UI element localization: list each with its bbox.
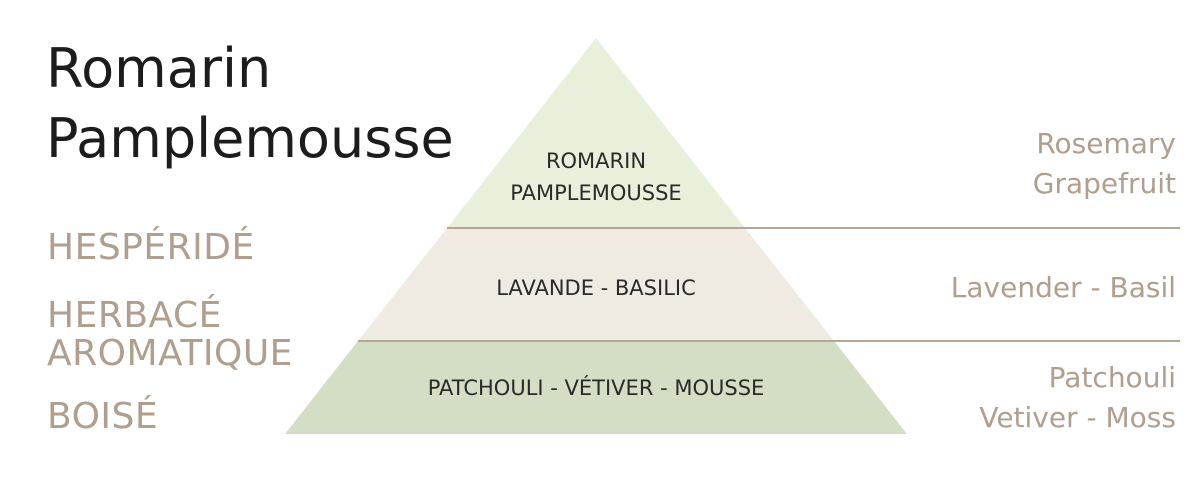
english-top-line-2: Grapefruit [1032, 167, 1176, 200]
family-boise: BOISÉ [47, 398, 158, 436]
family-label: HESPÉRIDÉ [47, 227, 255, 268]
english-top-notes: Rosemary Grapefruit [1033, 124, 1176, 204]
english-base-line-2: Vetiver - Moss [979, 401, 1176, 434]
family-hesperide: HESPÉRIDÉ [47, 229, 255, 267]
english-base-line-1: Patchouli [1048, 361, 1176, 394]
english-heart-notes: Lavender - Basil [951, 268, 1176, 308]
heart-notes-label: LAVANDE - BASILIC [416, 272, 776, 304]
english-top-line-1: Rosemary [1036, 127, 1176, 160]
pyramid-middle-tier [358, 228, 834, 341]
top-notes-line-1: ROMARIN [545, 149, 647, 173]
base-notes-line-1: PATCHOULI - VÉTIVER - MOUSSE [427, 376, 765, 400]
top-notes-label: ROMARIN PAMPLEMOUSSE [416, 145, 776, 209]
heart-notes-line-1: LAVANDE - BASILIC [496, 276, 696, 300]
top-notes-line-2: PAMPLEMOUSSE [510, 181, 682, 205]
family-herbace-aromatique: HERBACÉ AROMATIQUE [47, 297, 293, 373]
title-line-1: Romarin [46, 37, 272, 100]
family-label: BOISÉ [47, 396, 159, 437]
english-heart-line-1: Lavender - Basil [950, 271, 1176, 304]
pyramid-top-tier [447, 38, 745, 228]
pyramid-base-tier [285, 341, 907, 434]
family-label-line-2: AROMATIQUE [47, 333, 293, 374]
base-notes-label: PATCHOULI - VÉTIVER - MOUSSE [396, 372, 796, 404]
english-base-notes: Patchouli Vetiver - Moss [979, 358, 1176, 438]
family-label-line-1: HERBACÉ [47, 295, 222, 336]
page-title: Romarin Pamplemousse [46, 34, 454, 174]
title-line-2: Pamplemousse [46, 107, 454, 170]
